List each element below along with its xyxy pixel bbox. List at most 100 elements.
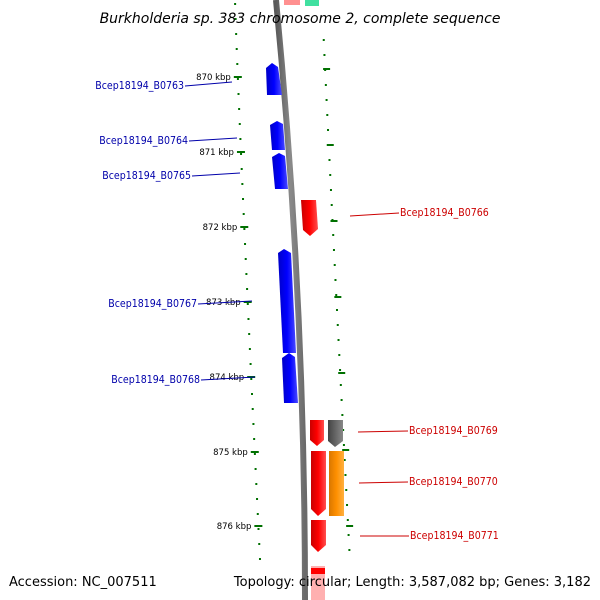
kbp-label: 875 kbp	[213, 448, 248, 458]
gene-Bcep18194_B0770[interactable]	[311, 451, 326, 516]
label-connector	[188, 137, 238, 142]
minor-tick	[326, 114, 329, 116]
gene-Bcep18194_B0767[interactable]	[278, 249, 296, 353]
gene-Bcep18194_B0763[interactable]	[266, 63, 282, 95]
minor-tick	[238, 123, 241, 125]
minor-tick	[339, 384, 342, 386]
minor-tick	[244, 258, 247, 260]
minor-tick	[246, 288, 249, 290]
minor-tick	[342, 444, 345, 446]
gene-Bcep18194_B0769[interactable]	[310, 420, 324, 446]
gene-label-B0766[interactable]: Bcep18194_B0766	[400, 207, 489, 219]
gene-label-B0767[interactable]: Bcep18194_B0767	[108, 298, 197, 310]
kbp-tick	[236, 151, 245, 153]
gene-Bcep18194_B0768[interactable]	[282, 353, 298, 403]
minor-tick	[234, 18, 237, 20]
minor-tick	[334, 279, 337, 281]
minor-tick	[236, 63, 239, 65]
tick-track-right	[322, 39, 354, 551]
minor-tick	[250, 393, 253, 395]
minor-tick	[238, 108, 241, 110]
minor-tick	[322, 39, 325, 41]
minor-tick	[348, 549, 351, 551]
major-tick	[338, 372, 346, 374]
label-connector	[191, 172, 241, 177]
genome-backbone	[273, 0, 308, 600]
minor-tick	[343, 459, 346, 461]
kbp-tick	[240, 226, 249, 228]
minor-tick	[336, 324, 339, 326]
minor-tick	[346, 519, 349, 521]
minor-tick	[347, 534, 350, 536]
minor-tick	[342, 429, 345, 431]
tick-track-left	[234, 3, 261, 560]
top-feature-pink	[284, 0, 300, 5]
minor-tick	[332, 234, 335, 236]
kbp-tick	[250, 451, 259, 453]
kbp-label: 870 kbp	[196, 73, 231, 83]
map-title: Burkholderia sp. 383 chromosome 2, compl…	[100, 11, 501, 27]
gene-track-forward	[266, 63, 298, 403]
gene-label-B0771[interactable]: Bcep18194_B0771	[410, 530, 499, 542]
gene-label-B0769[interactable]: Bcep18194_B0769	[409, 425, 498, 437]
label-connector	[200, 376, 256, 381]
minor-tick	[344, 474, 347, 476]
gene-label-B0763[interactable]: Bcep18194_B0763	[95, 80, 184, 92]
minor-tick	[248, 348, 251, 350]
minor-tick	[253, 438, 256, 440]
minor-tick	[332, 249, 335, 251]
minor-tick	[256, 498, 259, 500]
bottom-feature-red	[311, 568, 325, 574]
minor-tick	[236, 78, 239, 80]
gene-Bcep18194_B0764[interactable]	[270, 121, 285, 150]
minor-tick	[242, 198, 245, 200]
gene-Bcep18194_B0771[interactable]	[311, 520, 326, 552]
minor-tick	[243, 228, 246, 230]
minor-tick	[346, 504, 349, 506]
major-tick	[346, 525, 354, 527]
gene-label-B0765[interactable]: Bcep18194_B0765	[102, 170, 191, 182]
minor-tick	[245, 273, 248, 275]
gene-label-B0770[interactable]: Bcep18194_B0770	[409, 476, 498, 488]
label-connector	[358, 481, 409, 484]
minor-tick	[324, 84, 327, 86]
label-connector	[197, 300, 253, 305]
minor-tick	[345, 489, 348, 491]
minor-tick	[248, 333, 251, 335]
kbp-tick	[243, 301, 252, 303]
minor-tick	[329, 189, 332, 191]
feature-orange-block[interactable]	[329, 451, 344, 516]
gene-Bcep18194_B0766[interactable]	[301, 200, 318, 236]
minor-tick	[325, 99, 328, 101]
label-connector	[184, 81, 233, 87]
minor-tick	[246, 303, 249, 305]
feature-gray-block[interactable]	[328, 420, 343, 447]
minor-tick	[249, 363, 252, 365]
major-tick	[326, 144, 334, 146]
major-tick	[342, 449, 350, 451]
gene-labels-right: Bcep18194_B0766 Bcep18194_B0769 Bcep1819…	[349, 207, 499, 542]
gene-Bcep18194_B0765[interactable]	[272, 153, 288, 189]
kbp-tick	[254, 525, 263, 527]
minor-tick	[239, 138, 242, 140]
accession-label: Accession: NC_007511	[9, 575, 157, 590]
minor-tick	[251, 408, 254, 410]
minor-tick	[247, 318, 250, 320]
minor-tick	[256, 513, 259, 515]
minor-tick	[254, 468, 257, 470]
minor-tick	[241, 183, 244, 185]
minor-tick	[340, 399, 343, 401]
minor-tick	[237, 93, 240, 95]
gene-label-B0764[interactable]: Bcep18194_B0764	[99, 135, 188, 147]
minor-tick	[242, 213, 245, 215]
minor-tick	[240, 168, 243, 170]
kbp-label: 874 kbp	[210, 373, 245, 383]
minor-tick	[235, 48, 238, 50]
sequence-summary: Topology: circular; Length: 3,587,082 bp…	[233, 575, 591, 590]
top-feature-green	[305, 0, 319, 6]
major-tick	[330, 220, 338, 222]
gene-labels-left: Bcep18194_B0763 Bcep18194_B0764 Bcep1819…	[95, 80, 256, 386]
gene-label-B0768[interactable]: Bcep18194_B0768	[111, 374, 200, 386]
minor-tick	[335, 294, 338, 296]
